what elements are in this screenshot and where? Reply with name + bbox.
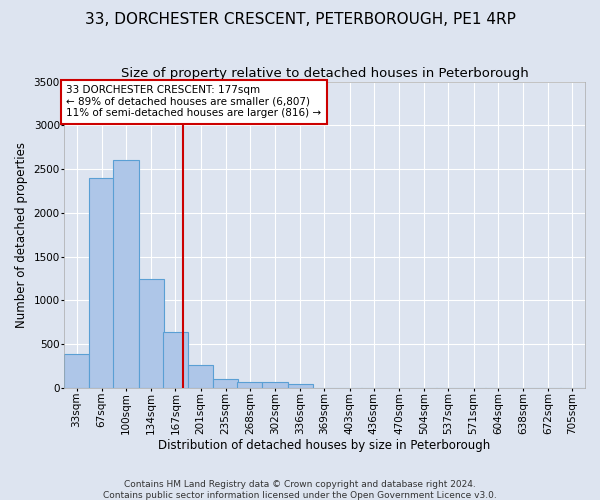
Bar <box>113 160 139 388</box>
Bar <box>64 354 89 388</box>
Y-axis label: Number of detached properties: Number of detached properties <box>15 142 28 328</box>
Bar <box>188 366 213 388</box>
Bar <box>287 384 313 388</box>
X-axis label: Distribution of detached houses by size in Peterborough: Distribution of detached houses by size … <box>158 440 491 452</box>
Title: Size of property relative to detached houses in Peterborough: Size of property relative to detached ho… <box>121 68 529 80</box>
Text: Contains HM Land Registry data © Crown copyright and database right 2024.
Contai: Contains HM Land Registry data © Crown c… <box>103 480 497 500</box>
Text: 33 DORCHESTER CRESCENT: 177sqm
← 89% of detached houses are smaller (6,807)
11% : 33 DORCHESTER CRESCENT: 177sqm ← 89% of … <box>67 85 322 118</box>
Bar <box>213 379 238 388</box>
Bar <box>139 279 164 388</box>
Text: 33, DORCHESTER CRESCENT, PETERBOROUGH, PE1 4RP: 33, DORCHESTER CRESCENT, PETERBOROUGH, P… <box>85 12 515 28</box>
Bar <box>89 178 114 388</box>
Bar <box>262 382 287 388</box>
Bar <box>238 382 262 388</box>
Bar <box>163 332 188 388</box>
